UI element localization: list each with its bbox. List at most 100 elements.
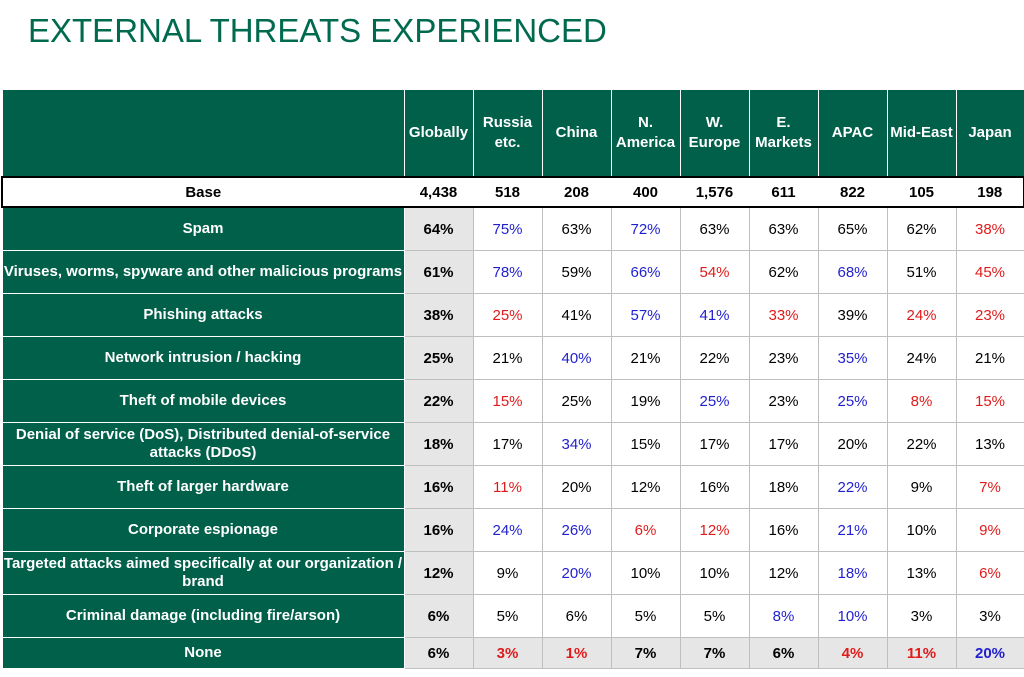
column-header: W. Europe	[679, 89, 750, 178]
region-value: 33%	[748, 293, 819, 337]
table-row: Phishing attacks 38% 25% 41% 57% 41% 33% 39% 24%…	[1, 293, 1024, 337]
region-value: 11%	[472, 465, 543, 509]
global-value: 12%	[403, 551, 474, 595]
region-value: 25%	[541, 379, 612, 423]
table-row: Targeted attacks aimed specifically at o…	[1, 551, 1024, 595]
region-value: 51%	[886, 250, 957, 294]
region-value: 45%	[955, 250, 1024, 294]
global-value: 38%	[403, 293, 474, 337]
region-value: 3%	[955, 594, 1024, 638]
column-header: N. America	[610, 89, 681, 178]
region-value: 15%	[955, 379, 1024, 423]
threats-table: Globally Russia etc. China N. America W. Eur…	[1, 89, 1024, 669]
global-value: 64%	[403, 206, 474, 251]
region-value: 66%	[610, 250, 681, 294]
column-header: E. Markets	[748, 89, 819, 178]
region-value: 34%	[541, 422, 612, 466]
region-value: 6%	[541, 594, 612, 638]
column-header: Japan	[955, 89, 1024, 178]
region-value: 39%	[817, 293, 888, 337]
base-value: 4,438	[403, 176, 474, 208]
table-row: Denial of service (DoS), Distributed den…	[1, 422, 1024, 466]
region-value: 9%	[886, 465, 957, 509]
region-value: 15%	[610, 422, 681, 466]
region-value: 25%	[679, 379, 750, 423]
region-value: 8%	[886, 379, 957, 423]
global-value: 6%	[403, 594, 474, 638]
region-value: 17%	[748, 422, 819, 466]
region-value: 12%	[610, 465, 681, 509]
base-value: 105	[886, 176, 957, 208]
region-value: 18%	[817, 551, 888, 595]
region-value: 5%	[472, 594, 543, 638]
region-value: 21%	[955, 336, 1024, 380]
region-value: 16%	[679, 465, 750, 509]
row-label: Viruses, worms, spyware and other malici…	[1, 250, 405, 294]
row-label: Denial of service (DoS), Distributed den…	[1, 422, 405, 466]
region-value: 10%	[679, 551, 750, 595]
base-row: Base 4,438 518 208 400 1,576 611 822 105 198	[1, 176, 1024, 208]
region-value: 11%	[886, 637, 957, 669]
region-value: 22%	[817, 465, 888, 509]
region-value: 6%	[955, 551, 1024, 595]
region-value: 41%	[679, 293, 750, 337]
region-value: 8%	[748, 594, 819, 638]
row-label: Criminal damage (including fire/arson)	[1, 594, 405, 638]
region-value: 26%	[541, 508, 612, 552]
region-value: 23%	[748, 336, 819, 380]
region-value: 24%	[886, 293, 957, 337]
region-value: 3%	[472, 637, 543, 669]
row-label: Phishing attacks	[1, 293, 405, 337]
region-value: 13%	[886, 551, 957, 595]
global-value: 22%	[403, 379, 474, 423]
header-row: Globally Russia etc. China N. America W. Eur…	[1, 89, 1024, 178]
global-value: 18%	[403, 422, 474, 466]
region-value: 21%	[472, 336, 543, 380]
region-value: 63%	[541, 206, 612, 251]
region-value: 23%	[748, 379, 819, 423]
region-value: 20%	[541, 551, 612, 595]
row-label: Network intrusion / hacking	[1, 336, 405, 380]
column-header: Russia etc.	[472, 89, 543, 178]
column-header: Globally	[403, 89, 474, 178]
base-value: 611	[748, 176, 819, 208]
column-header: Mid-East	[886, 89, 957, 178]
base-value: 208	[541, 176, 612, 208]
region-value: 4%	[817, 637, 888, 669]
region-value: 40%	[541, 336, 612, 380]
row-label: Corporate espionage	[1, 508, 405, 552]
region-value: 15%	[472, 379, 543, 423]
row-label: None	[1, 637, 405, 669]
table-row: Viruses, worms, spyware and other malici…	[1, 250, 1024, 294]
region-value: 21%	[817, 508, 888, 552]
base-value: 198	[955, 176, 1024, 208]
region-value: 10%	[886, 508, 957, 552]
region-value: 16%	[748, 508, 819, 552]
region-value: 63%	[748, 206, 819, 251]
table-row: Theft of mobile devices 22% 15% 25% 19% 25% 23…	[1, 379, 1024, 423]
region-value: 54%	[679, 250, 750, 294]
base-value: 1,576	[679, 176, 750, 208]
region-value: 22%	[679, 336, 750, 380]
region-value: 7%	[679, 637, 750, 669]
region-value: 24%	[472, 508, 543, 552]
region-value: 68%	[817, 250, 888, 294]
region-value: 38%	[955, 206, 1024, 251]
region-value: 20%	[955, 637, 1024, 669]
region-value: 9%	[472, 551, 543, 595]
region-value: 10%	[817, 594, 888, 638]
region-value: 20%	[541, 465, 612, 509]
region-value: 1%	[541, 637, 612, 669]
table-row: Theft of larger hardware 16% 11% 20% 12% 16% 1…	[1, 465, 1024, 509]
global-value: 6%	[403, 637, 474, 669]
table-row: Network intrusion / hacking 25% 21% 40% 21% 2…	[1, 336, 1024, 380]
region-value: 17%	[472, 422, 543, 466]
region-value: 63%	[679, 206, 750, 251]
row-label: Targeted attacks aimed specifically at o…	[1, 551, 405, 595]
page-title: EXTERNAL THREATS EXPERIENCED	[28, 12, 607, 49]
region-value: 20%	[817, 422, 888, 466]
region-value: 59%	[541, 250, 612, 294]
global-value: 16%	[403, 465, 474, 509]
region-value: 41%	[541, 293, 612, 337]
region-value: 12%	[748, 551, 819, 595]
